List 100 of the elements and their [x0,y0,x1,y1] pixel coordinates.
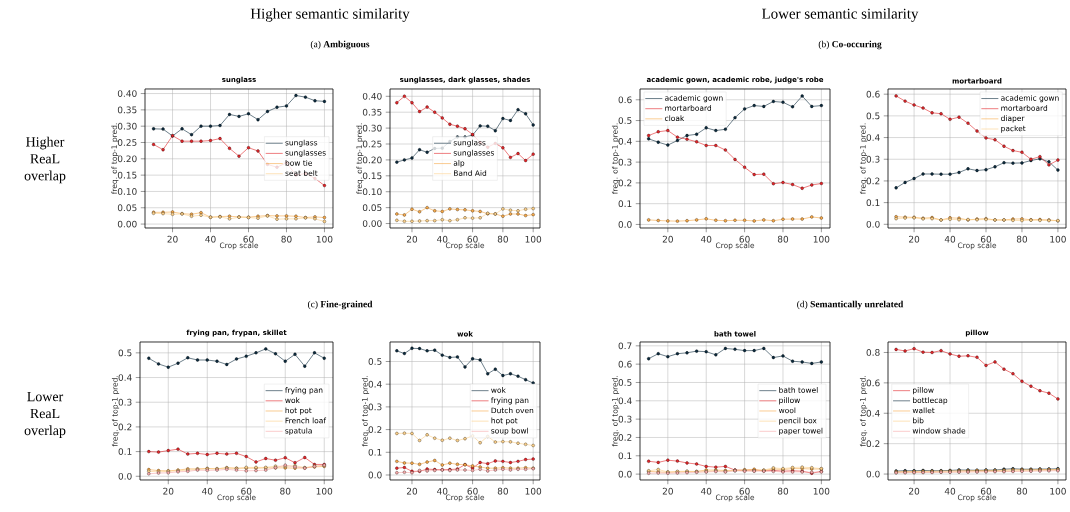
y-tick-label: 0.15 [117,171,137,179]
x-tick-label: 20 [406,235,418,243]
x-tick-label: 100 [1050,487,1066,495]
y-tick-label: 0.6 [618,96,632,104]
y-tick-label: 0.4 [618,137,632,145]
text: (c) Fine-grained [307,300,373,310]
x-tick-label: 40 [944,235,956,243]
x-tick-label: 80 [777,487,789,495]
y-tick-label: 0.35 [362,108,382,116]
y-tick-label: 0.1 [866,199,880,206]
x-tick-label: 80 [1016,487,1028,495]
x-tick-label: 40 [437,235,448,243]
y-tick-label: 0.20 [362,156,382,164]
y-tick-label: 0.40 [362,92,382,100]
y-tick-label: 0.7 [618,342,632,350]
y-tick-label: 0.4 [368,380,382,388]
y-tick-label: 0.6 [866,90,880,98]
y-tick-label: 0.8 [866,349,880,356]
x-tick-label: 60 [739,487,750,495]
x-tick-label: 100 [813,487,830,495]
y-tick-label: 0.00 [117,220,137,228]
y-tick-label: 0.3 [118,398,132,406]
y-tick-label: 0.4 [866,409,880,417]
y-tick-label: 0.6 [866,379,880,387]
y-tick-label: 0.2 [866,177,880,185]
x-tick-label: 100 [813,235,830,243]
y-tick-label: 0.30 [362,124,382,132]
y-tick-label: 0.5 [618,117,632,124]
x-tick-label: 40 [205,235,216,243]
y-tick-label: 0.5 [618,379,632,386]
y-tick-label: 0.20 [117,155,137,163]
text: Higher ReaL overlap [24,136,66,184]
x-tick-label: 60 [739,235,750,243]
x-tick-label: 20 [167,235,178,243]
y-tick-label: 0.3 [866,155,880,163]
y-tick-label: 0.15 [362,172,382,180]
y-tick-label: 0.1 [118,448,132,455]
y-tick-label: 0.05 [362,204,382,212]
x-tick-label: 80 [497,235,508,243]
x-tick-label: 20 [909,235,920,243]
y-tick-label: 0.0 [618,221,632,228]
y-tick-label: 0.6 [618,360,632,368]
y-tick-label: 0.10 [362,188,382,196]
y-tick-label: 0.5 [118,349,132,357]
x-tick-label: 40 [700,487,712,495]
y-tick-label: 0.2 [618,179,632,187]
y-tick-label: 0.3 [368,403,382,411]
y-tick-label: 0.10 [117,188,137,195]
y-tick-label: 0.25 [117,139,137,146]
y-tick-label: 0.0 [866,220,880,228]
x-tick-label: 20 [662,235,673,243]
text: (d) Semantically unrelated [797,300,904,310]
y-tick-label: 0.5 [368,358,382,365]
text: Lower ReaL overlap [24,391,66,438]
x-tick-label: 60 [467,487,478,495]
y-tick-label: 0.0 [866,470,880,478]
y-tick-label: 0.0 [618,470,632,478]
y-tick-label: 0.2 [866,440,880,448]
y-tick-label: 0.40 [117,90,137,97]
y-tick-label: 0.0 [368,471,382,479]
y-tick-label: 0.5 [866,112,880,120]
y-tick-label: 0.25 [362,140,382,148]
y-tick-label: 0.2 [368,426,382,433]
text: (b) Co-occuring [818,40,882,50]
x-tick-label: 20 [662,487,673,495]
y-tick-label: 0.3 [618,415,632,423]
x-tick-label: 80 [497,487,508,495]
x-tick-label: 40 [700,235,712,243]
x-tick-label: 60 [241,487,252,495]
y-tick-label: 0.4 [866,134,880,141]
y-tick-label: 0.35 [117,106,137,114]
y-tick-label: 0.0 [118,472,132,480]
x-tick-label: 20 [406,487,418,495]
x-tick-label: 80 [777,235,789,243]
x-tick-label: 60 [467,235,478,243]
y-tick-label: 0.30 [117,122,137,130]
y-tick-label: 0.1 [368,448,382,456]
x-tick-label: 60 [980,487,992,495]
x-tick-label: 100 [1050,235,1066,243]
y-tick-label: 0.4 [618,397,632,405]
y-tick-label: 0.4 [118,374,132,381]
x-tick-label: 80 [281,235,292,243]
x-tick-label: 60 [243,235,254,243]
x-tick-label: 100 [525,235,542,243]
y-tick-label: 0.1 [618,452,632,460]
x-tick-label: 60 [980,235,992,243]
x-tick-label: 80 [280,487,291,495]
text: (a) Ambiguous [310,40,370,50]
x-tick-label: 20 [163,487,174,495]
y-tick-label: 0.3 [618,158,632,166]
x-tick-label: 40 [437,487,448,495]
x-tick-label: 40 [202,487,213,495]
text: Higher semantic similarity [250,8,410,22]
x-tick-label: 20 [909,487,920,495]
x-tick-label: 100 [316,235,333,243]
x-tick-label: 100 [316,487,333,495]
y-tick-label: 0.1 [618,200,632,208]
x-tick-label: 100 [525,487,542,495]
x-tick-label: 80 [1016,235,1028,243]
y-tick-label: 0.2 [118,423,132,431]
